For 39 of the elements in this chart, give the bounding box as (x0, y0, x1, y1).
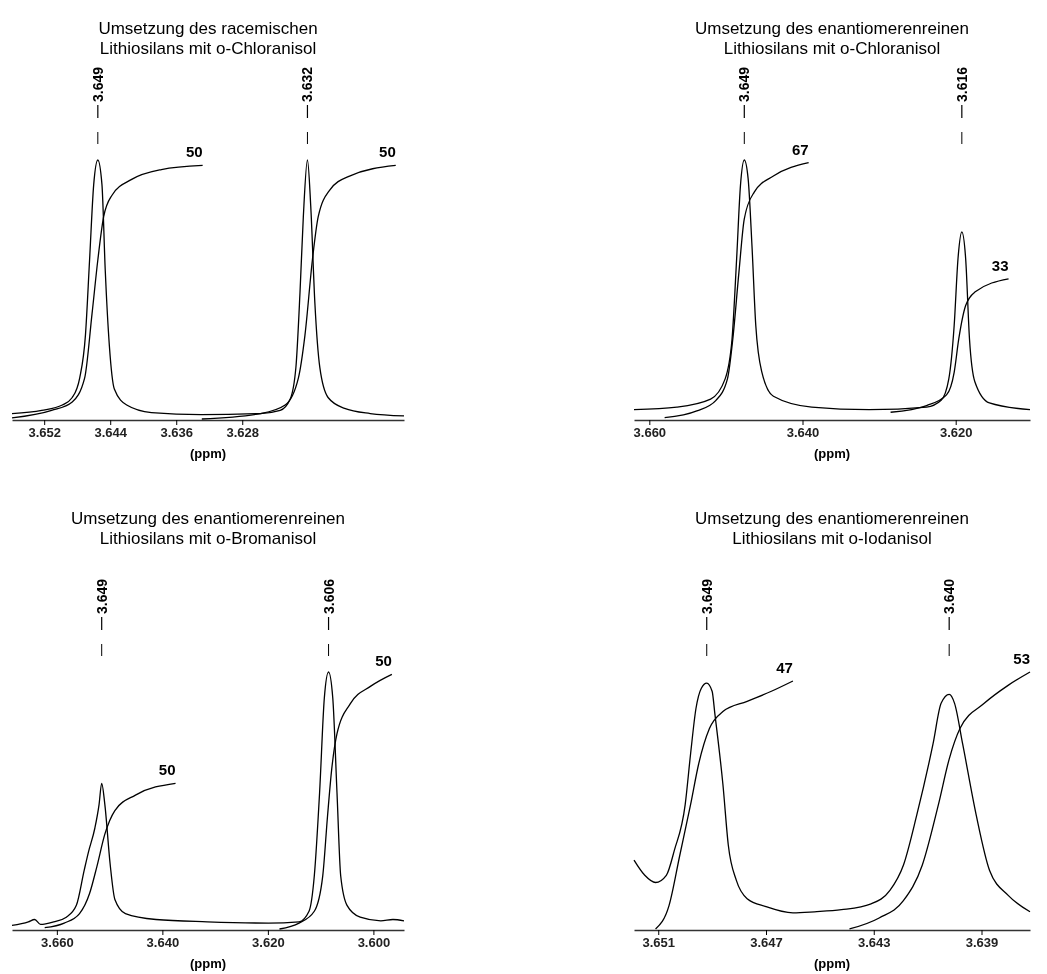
annotation: 53 (1013, 650, 1030, 667)
x-tick-label: 3.660 (41, 935, 74, 951)
annotation: 3.640 (941, 578, 958, 614)
chart-title: Umsetzung des enantiomerenreinen Lithiosilans mit o-Bromanisol (70, 509, 346, 548)
x-tick-label: 3.660 (633, 425, 667, 441)
chart-title: Umsetzung des enantiomerenreinen Lithiosilans mit o-Chloranisol (694, 19, 970, 58)
x-tick-label: 3.600 (357, 935, 391, 951)
x-tick-label: 3.620 (939, 425, 973, 441)
annotation: 3.606 (320, 578, 337, 614)
chart-title: Umsetzung des enantiomerenreinen Lithiosilans mit o-Iodanisol (694, 509, 970, 548)
x-tick-label: 3.620 (252, 935, 285, 951)
annotation: 67 (791, 140, 809, 158)
annotation: 3.616 (953, 66, 970, 102)
annotation: 50 (158, 761, 176, 779)
annotation: 50 (379, 143, 396, 161)
x-tick-label: 3.643 (857, 935, 891, 951)
x-tick-label: 3.628 (226, 425, 260, 441)
chart-title: Umsetzung des racemischen Lithiosilans mit o-Chloranisol (98, 19, 318, 58)
annotation: 3.649 (736, 66, 753, 102)
annotation: 33 (991, 256, 1009, 274)
x-tick-label: 3.636 (160, 425, 193, 441)
x-axis-title: (ppm) (189, 446, 227, 461)
x-tick-label: 3.639 (965, 935, 999, 951)
x-tick-label: 3.647 (750, 935, 783, 951)
annotation: 3.649 (93, 578, 110, 614)
x-tick-label: 3.651 (642, 935, 676, 951)
annotation: 50 (185, 143, 203, 161)
annotation: 3.632 (299, 66, 316, 102)
x-tick-label: 3.640 (786, 425, 820, 441)
x-tick-label: 3.644 (94, 425, 128, 441)
x-axis-title: (ppm) (813, 956, 851, 971)
x-axis-title: (ppm) (813, 446, 851, 461)
x-tick-label: 3.640 (146, 935, 180, 951)
annotation: 3.649 (698, 578, 715, 614)
annotation: 3.649 (89, 66, 106, 102)
annotation: 50 (375, 652, 392, 670)
x-tick-label: 3.652 (28, 425, 61, 441)
x-axis-title: (ppm) (189, 956, 227, 971)
annotation: 47 (776, 658, 793, 676)
